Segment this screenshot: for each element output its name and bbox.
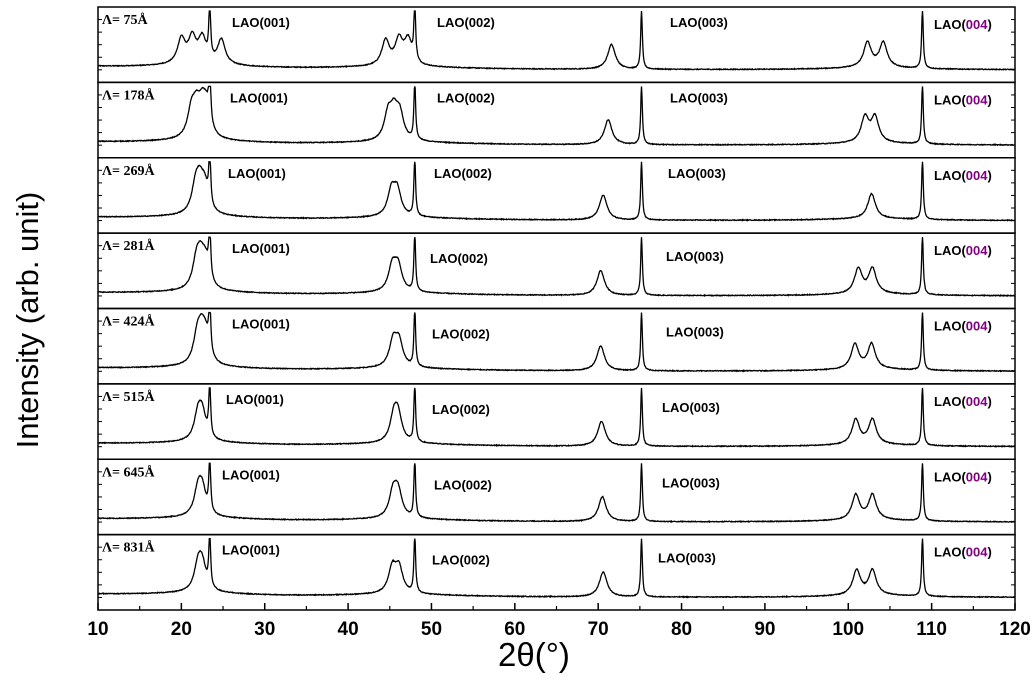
peak-label: LAO(004)	[934, 168, 992, 183]
x-tick-label: 80	[671, 619, 692, 640]
x-axis-label: 2θ(°)	[498, 636, 570, 673]
peak-label: LAO(004)	[934, 319, 992, 334]
peak-label: LAO(002)	[432, 327, 490, 342]
x-tick-label: 40	[338, 619, 359, 640]
peak-label: LAO(003)	[662, 400, 720, 415]
series-line	[97, 236, 1016, 298]
series-label: Λ= 178Å	[102, 87, 156, 103]
peak-label: LAO(001)	[228, 166, 286, 181]
peak-label: LAO(001)	[226, 392, 284, 407]
x-tick-label: 60	[504, 619, 525, 640]
peak-label: LAO(004)	[934, 545, 992, 560]
x-tick-label: 70	[588, 619, 609, 640]
series-line	[97, 161, 1016, 222]
series-line	[97, 311, 1016, 373]
series-label: Λ= 645Å	[102, 464, 156, 480]
peak-label: LAO(001)	[230, 90, 288, 105]
peak-label: LAO(003)	[662, 475, 720, 490]
peak-label: LAO(002)	[434, 477, 492, 492]
series-line	[97, 387, 1016, 448]
x-tick-label: 100	[832, 619, 864, 640]
peak-label: LAO(003)	[666, 325, 724, 340]
series-label: Λ= 424Å	[102, 314, 156, 330]
series-label: Λ= 831Å	[102, 540, 156, 556]
peak-label: LAO(002)	[434, 166, 492, 181]
peak-label: LAO(001)	[232, 241, 290, 256]
series-label: Λ= 75Å	[102, 12, 149, 28]
peak-label: LAO(004)	[934, 243, 992, 258]
series-line	[98, 462, 1016, 524]
peak-label: LAO(002)	[432, 402, 490, 417]
series-label: Λ= 281Å	[102, 238, 156, 254]
series-line	[97, 537, 1016, 599]
peak-label: LAO(003)	[670, 15, 728, 30]
x-tick-label: 10	[87, 619, 108, 640]
series-label: Λ= 269Å	[102, 163, 156, 179]
peak-label: LAO(001)	[232, 317, 290, 332]
peak-label: LAO(001)	[222, 467, 280, 482]
peak-label: LAO(004)	[934, 394, 992, 409]
peak-label: LAO(001)	[232, 15, 290, 30]
x-tick-label: 120	[999, 619, 1031, 640]
x-tick-label: 20	[171, 619, 192, 640]
peak-label: LAO(002)	[432, 553, 490, 568]
y-axis-label: Intensity (arb. unit)	[10, 191, 45, 449]
peak-label: LAO(004)	[934, 469, 992, 484]
peak-label: LAO(002)	[437, 90, 495, 105]
peak-label: LAO(003)	[658, 551, 716, 566]
x-tick-label: 110	[916, 619, 947, 640]
peak-label: LAO(003)	[666, 249, 724, 264]
peak-label: LAO(003)	[668, 166, 726, 181]
x-tick-label: 90	[754, 619, 775, 640]
peak-label: LAO(004)	[934, 17, 992, 32]
peak-label: LAO(003)	[670, 90, 728, 105]
peak-label: LAO(004)	[934, 92, 992, 107]
peak-label: LAO(002)	[430, 251, 488, 266]
x-tick-label: 50	[421, 619, 442, 640]
x-tick-label: 30	[254, 619, 275, 640]
peak-label: LAO(002)	[437, 15, 495, 30]
peak-label: LAO(001)	[222, 543, 280, 558]
series-label: Λ= 515Å	[102, 389, 156, 405]
series-line	[97, 85, 1016, 147]
series-line	[97, 10, 1016, 71]
